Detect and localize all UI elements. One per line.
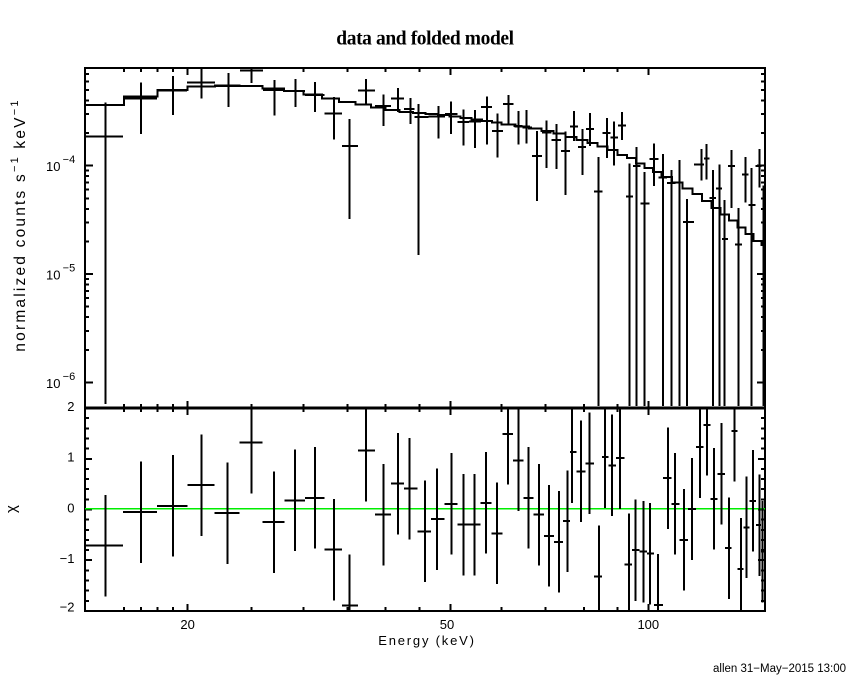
svg-text:Energy (keV): Energy (keV) [378,633,475,648]
svg-text:0: 0 [67,500,74,515]
svg-text:normalized counts s−1 keV−1: normalized counts s−1 keV−1 [9,98,29,351]
svg-text:2: 2 [67,399,74,414]
svg-text:−1: −1 [60,551,75,566]
svg-text:allen 31−May−2015 13:00: allen 31−May−2015 13:00 [713,663,846,675]
svg-text:1: 1 [67,450,74,465]
svg-text:data and folded model: data and folded model [336,29,514,50]
svg-text:−2: −2 [60,599,75,614]
svg-text:20: 20 [180,617,194,632]
svg-text:50: 50 [440,617,454,632]
svg-text:100: 100 [637,617,659,632]
svg-text:χ: χ [3,505,20,513]
